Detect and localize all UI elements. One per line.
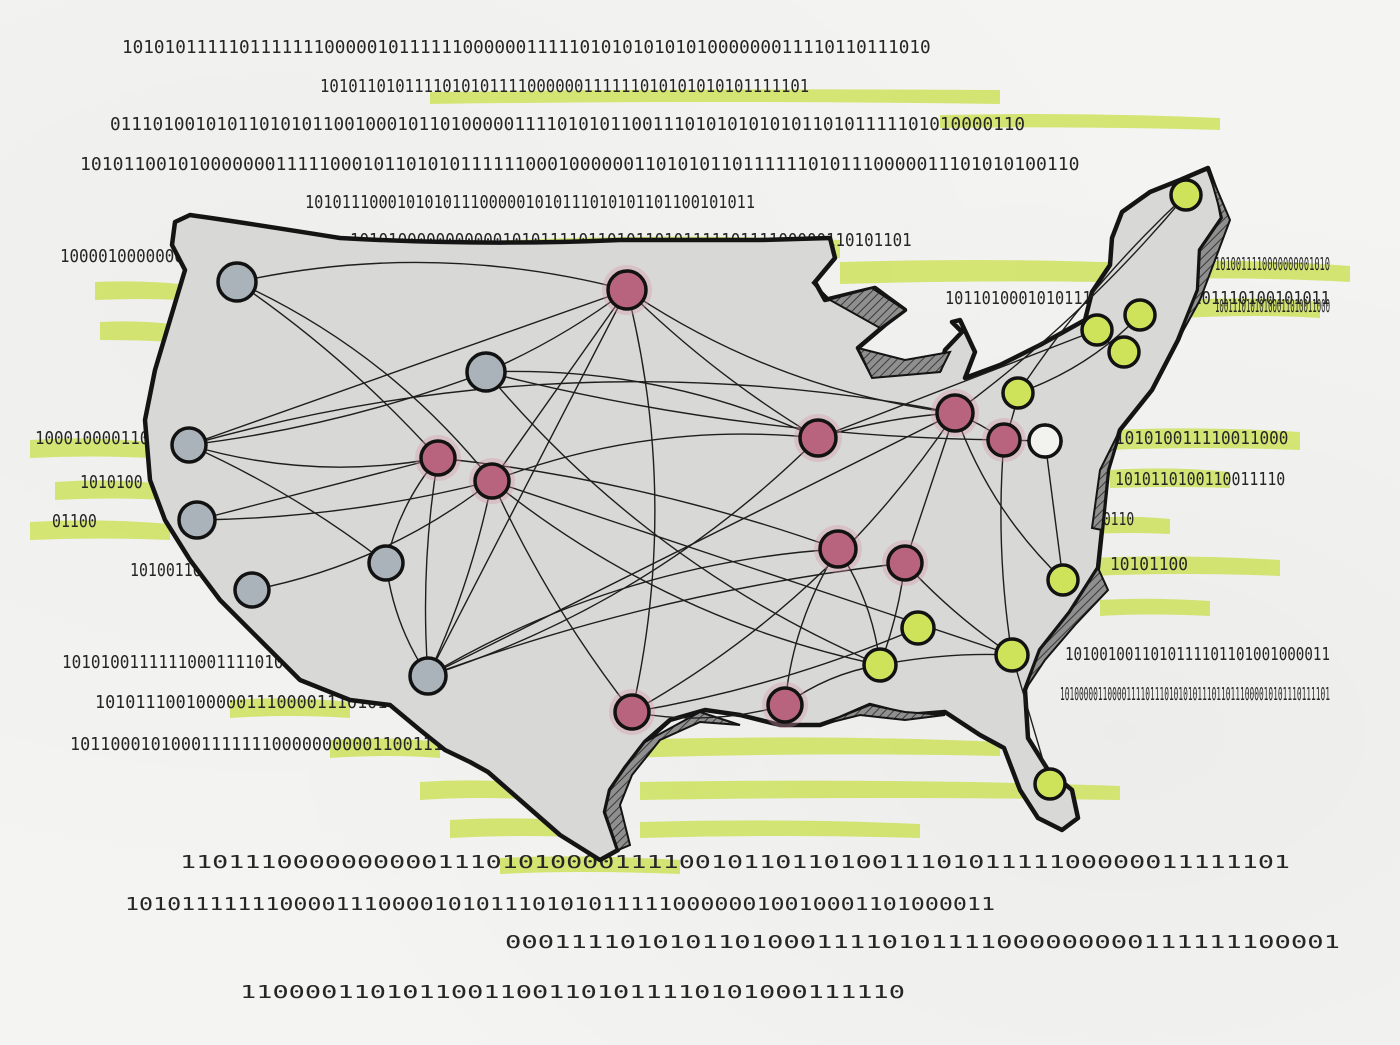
node-mauve	[613, 693, 651, 731]
network-edge	[1017, 314, 1141, 394]
binary-line: 1010111000101010111000001010111010101101…	[305, 192, 755, 213]
node-mauve	[606, 269, 648, 311]
node-gray	[177, 500, 217, 540]
binary-line: 1100001101011001100110101111010100011111…	[240, 982, 905, 1003]
network-edge	[427, 562, 906, 677]
network-edge	[427, 289, 628, 677]
node-mauve	[818, 529, 858, 569]
network-edge	[236, 281, 493, 482]
network-edge	[626, 289, 656, 713]
node-gray	[216, 261, 258, 303]
node-mauve	[935, 393, 975, 433]
node-mauve	[886, 544, 924, 582]
node-green	[862, 647, 898, 683]
binary-line: 1011000101000111111100000000001100111110…	[70, 734, 503, 755]
network-edge	[626, 289, 819, 439]
node-green	[900, 610, 936, 646]
network-edge	[427, 480, 493, 677]
node-gray	[170, 426, 208, 464]
network-edge	[196, 457, 439, 521]
network-edge	[196, 480, 493, 521]
network-edge	[188, 444, 439, 468]
network-edge	[491, 480, 633, 713]
network-edge	[954, 412, 1064, 581]
binary-line: 1010111111100001110000101011101010111110…	[125, 894, 995, 915]
node-mauve	[798, 418, 838, 458]
network-edge	[491, 480, 1013, 656]
node-green	[1123, 298, 1157, 332]
node-gray	[233, 571, 271, 609]
network-edge	[631, 412, 956, 713]
network-edge	[427, 548, 839, 677]
node-mauve	[473, 462, 511, 500]
binary-line: 10011101010100011010011000	[1215, 296, 1330, 317]
node-green	[994, 637, 1030, 673]
hatched-shadows	[603, 167, 1232, 852]
binary-line: 10101100	[1110, 554, 1188, 575]
network-edge	[631, 627, 919, 713]
node-green	[1046, 563, 1080, 597]
node-white	[1027, 423, 1063, 459]
binary-line: 1010110100110011110	[1115, 469, 1285, 490]
node-green	[1169, 178, 1203, 212]
network-edge	[188, 444, 387, 564]
node-gray	[367, 544, 405, 582]
binary-line: 1101110000000000111010100001111001011011…	[180, 852, 1290, 873]
network-edge	[188, 371, 487, 446]
node-green	[1033, 767, 1067, 801]
node-mauve	[766, 686, 804, 724]
binary-line: 1010110010100000001111100010110101011111…	[80, 154, 1079, 175]
network-edge	[485, 371, 1005, 441]
network-nodes	[170, 178, 1203, 801]
node-green	[1001, 376, 1035, 410]
network-edge	[491, 480, 881, 666]
binary-line: 101010011110011000	[1115, 428, 1288, 449]
node-gray	[408, 656, 448, 696]
network-edge	[236, 261, 628, 291]
binary-line: 01100	[52, 511, 97, 532]
binary-line: 0111010010101101010110010001011010000011…	[110, 114, 1025, 135]
network-edge	[491, 433, 819, 482]
network-edge	[485, 370, 819, 439]
node-gray	[465, 351, 507, 393]
network-edge	[424, 457, 439, 677]
binary-line: 101001100	[130, 560, 211, 581]
network-edge	[1000, 439, 1013, 656]
binary-line: 1010101111101111111000001011111100000011…	[122, 37, 931, 58]
network-edge	[1017, 194, 1187, 394]
binary-line: 1010011110000000001010	[1215, 254, 1330, 275]
binary-line: 0001111010101101000111101011110000000001…	[505, 932, 1340, 953]
binary-line: 1010110101111010101111000000111111010101…	[320, 76, 809, 97]
network-edge	[236, 281, 439, 459]
binary-line: 1010010011010111101101001000011	[1065, 644, 1330, 665]
network-edge	[188, 289, 628, 446]
binary-line: 1010000011000011110111010101011101101110…	[1060, 684, 1330, 705]
binary-line: 1010100	[80, 472, 143, 493]
network-edge	[817, 329, 1098, 439]
node-green	[1080, 313, 1114, 347]
node-green	[1107, 335, 1141, 369]
network-edge	[626, 289, 956, 414]
network-edge	[491, 289, 628, 482]
network-edge	[427, 412, 956, 677]
network-edge	[188, 380, 956, 446]
node-mauve	[419, 439, 457, 477]
node-mauve	[986, 422, 1022, 458]
network-edge	[485, 371, 881, 666]
